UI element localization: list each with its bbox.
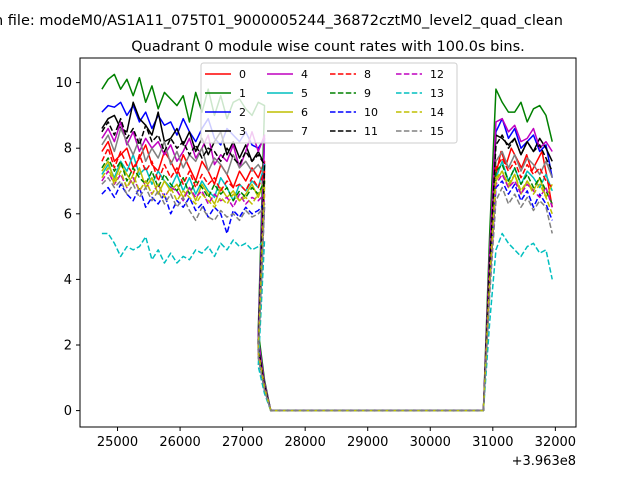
y-tick-label: 8 xyxy=(64,142,72,157)
legend-box xyxy=(200,62,458,144)
legend-label-9: 9 xyxy=(364,87,371,100)
x-offset-label: +3.963e8 xyxy=(512,454,576,469)
legend-label-11: 11 xyxy=(364,125,378,138)
series-line-11 xyxy=(101,117,553,412)
x-tick-label: 32000 xyxy=(535,435,576,450)
legend-label-1: 1 xyxy=(239,87,246,100)
series-line-7 xyxy=(101,127,553,412)
x-tick-label: 28000 xyxy=(284,435,325,450)
x-tick-label: 26000 xyxy=(159,435,200,450)
x-axis: 25000 26000 27000 28000 29000 30000 31000 32000 xyxy=(97,427,576,450)
legend-label-7: 7 xyxy=(301,125,308,138)
y-tick-label: 4 xyxy=(64,273,72,288)
legend-label-13: 13 xyxy=(430,87,444,100)
legend-label-2: 2 xyxy=(239,106,246,119)
series-line-8 xyxy=(101,147,553,412)
legend-label-10: 10 xyxy=(364,106,378,119)
y-tick-label: 6 xyxy=(64,207,72,222)
x-tick-label: 31000 xyxy=(472,435,513,450)
legend-label-5: 5 xyxy=(301,87,308,100)
legend-label-15: 15 xyxy=(430,125,444,138)
legend-label-3: 3 xyxy=(239,125,246,138)
x-tick-label: 25000 xyxy=(97,435,138,450)
series-line-13 xyxy=(101,232,553,412)
series-line-15 xyxy=(101,176,553,412)
y-tick-label: 0 xyxy=(64,404,72,419)
legend-label-8: 8 xyxy=(364,68,371,81)
x-tick-label: 29000 xyxy=(347,435,388,450)
series-line-3 xyxy=(101,101,553,412)
x-tick-label: 30000 xyxy=(410,435,451,450)
y-tick-label: 10 xyxy=(55,76,72,91)
y-tick-label: 2 xyxy=(64,339,72,354)
series-line-10 xyxy=(101,180,553,412)
plot-area xyxy=(101,73,553,412)
x-tick-label: 27000 xyxy=(222,435,263,450)
legend-label-4: 4 xyxy=(301,68,308,81)
legend-label-14: 14 xyxy=(430,106,444,119)
y-axis: 0 2 4 6 8 10 xyxy=(55,76,80,419)
legend-label-12: 12 xyxy=(430,68,444,81)
series-line-14 xyxy=(101,167,553,412)
axes-frame xyxy=(79,57,577,428)
legend-label-6: 6 xyxy=(301,106,308,119)
figure-suptitle: n file: modeM0/AS1A11_075T01_9000005244_… xyxy=(0,13,563,29)
legend-label-0: 0 xyxy=(239,68,246,81)
chart-title: Quadrant 0 module wise count rates with … xyxy=(131,39,525,55)
